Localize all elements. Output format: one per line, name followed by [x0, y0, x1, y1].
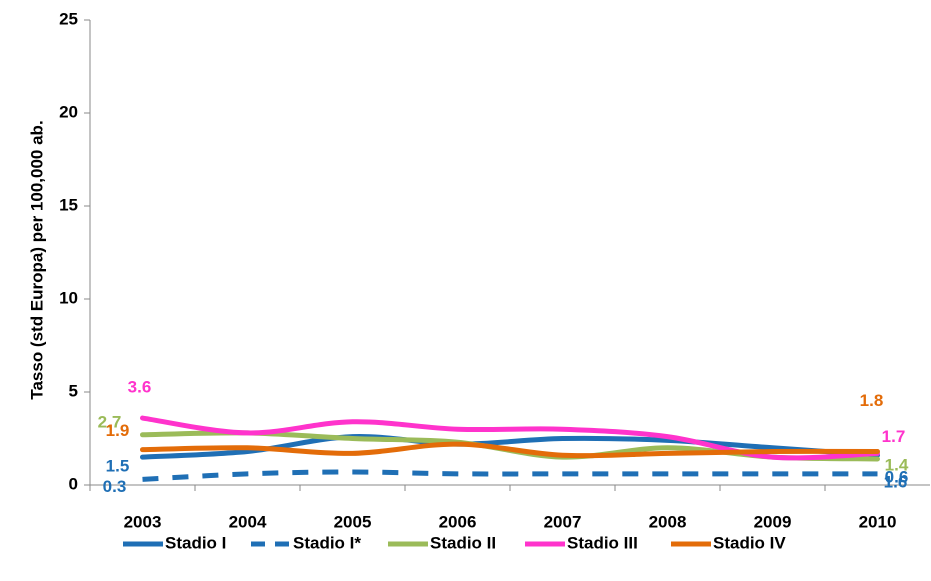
line-series — [140, 441, 880, 459]
legend-label: Stadio IV — [713, 533, 786, 552]
data-label: 1.7 — [882, 427, 906, 446]
x-tick-label: 2004 — [229, 512, 267, 531]
x-tick-label: 2007 — [544, 512, 582, 531]
data-label: 1.6 — [884, 473, 908, 492]
data-label: 0.6 — [885, 467, 909, 486]
data-label: 3.6 — [128, 378, 152, 397]
legend-label: Stadio II — [430, 533, 496, 552]
data-label: 1.5 — [106, 457, 130, 476]
y-tick-label: 5 — [69, 381, 78, 400]
y-tick-label: 0 — [69, 474, 78, 493]
x-tick-label: 2006 — [439, 512, 477, 531]
y-axis-title: Tasso (std Europa) per 100,000 ab. — [27, 120, 46, 399]
data-label: 2.7 — [98, 412, 122, 431]
x-tick-label: 2008 — [649, 512, 687, 531]
data-label: 0.3 — [103, 477, 127, 496]
x-tick-label: 2010 — [859, 512, 897, 531]
line-series — [142, 469, 878, 482]
y-tick-label: 20 — [59, 102, 78, 121]
y-tick-label: 10 — [59, 288, 78, 307]
data-label: 1.4 — [885, 455, 909, 474]
line-series — [140, 415, 880, 461]
y-tick-label: 25 — [59, 9, 78, 28]
y-tick-label: 15 — [59, 195, 78, 214]
x-tick-label: 2003 — [124, 512, 162, 531]
data-label: 1.9 — [106, 421, 130, 440]
legend-label: Stadio III — [567, 533, 638, 552]
x-tick-label: 2009 — [754, 512, 792, 531]
legend-label: Stadio I* — [293, 533, 361, 552]
legend-label: Stadio I — [165, 533, 226, 552]
x-tick-label: 2005 — [334, 512, 372, 531]
data-label: 1.8 — [860, 391, 884, 410]
